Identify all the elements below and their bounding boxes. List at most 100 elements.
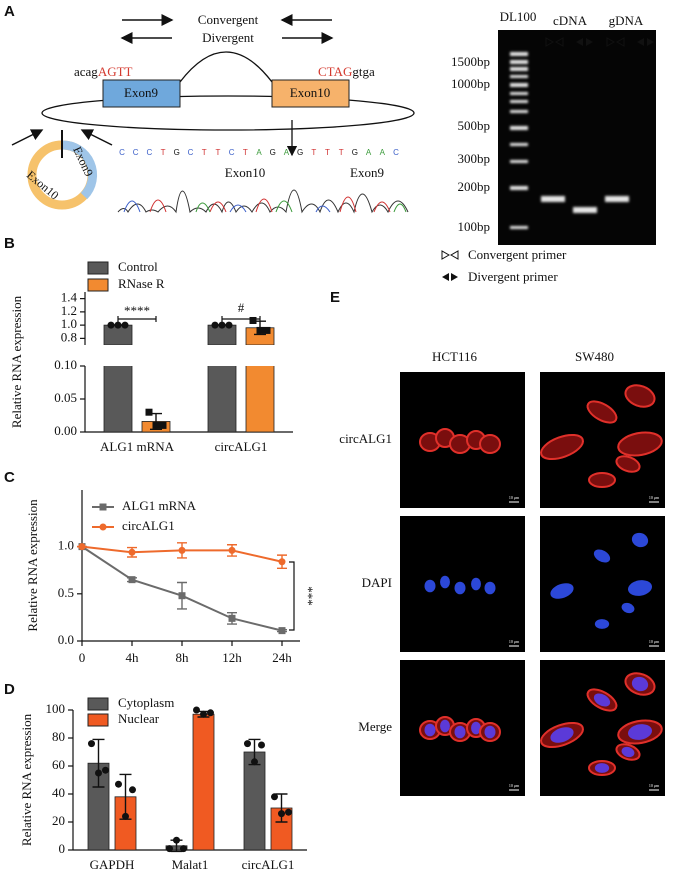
data-point: [107, 321, 115, 329]
nucleus: [440, 719, 450, 733]
imaging-panel: HCT116 10 μm circALG1 10 μm DAPI 10 μm Merge SW…: [339, 349, 665, 796]
row-label: circALG1: [339, 431, 392, 446]
gel-label: cDNA: [553, 13, 588, 28]
base-letter: A: [284, 148, 290, 157]
data-point: [95, 769, 102, 777]
base-letter: G: [270, 148, 276, 157]
data-point: [249, 316, 257, 324]
trace-label: Exon10: [225, 165, 265, 180]
bar: [243, 751, 266, 850]
y-tick-label: 0.10: [54, 357, 77, 372]
data-point: [114, 321, 122, 329]
gel-label: DL100: [500, 9, 537, 24]
data-point: [228, 614, 236, 622]
data-point: [122, 812, 129, 820]
data-point: [178, 592, 186, 600]
base-letter: T: [202, 148, 207, 157]
base-letter: T: [339, 148, 344, 157]
base-letter: C: [133, 148, 139, 157]
nucleus: [484, 725, 496, 739]
data-point: [251, 758, 258, 766]
legend-label: Nuclear: [118, 711, 160, 726]
data-point: [99, 523, 107, 531]
data-point: [228, 546, 236, 554]
base-letter: C: [393, 148, 399, 157]
primer-label: Divergent: [202, 30, 254, 45]
y-tick-label: 0: [59, 841, 66, 856]
cell: [615, 455, 641, 473]
data-point: [278, 558, 286, 566]
x-tick-label: circALG1: [242, 857, 295, 871]
column-title: SW480: [575, 349, 614, 364]
base-letter: A: [366, 148, 372, 157]
bar: [192, 713, 215, 850]
nucleus: [621, 746, 635, 758]
row-label: Merge: [358, 719, 392, 734]
primer-label: Convergent: [198, 12, 259, 27]
legend-label: ALG1 mRNA: [122, 498, 197, 513]
nucleus: [454, 581, 466, 595]
data-point: [121, 321, 129, 329]
base-letter: G: [352, 148, 358, 157]
x-tick-label: 12h: [222, 650, 242, 665]
base-letter: G: [297, 148, 303, 157]
nucleus: [424, 579, 436, 593]
data-point: [88, 740, 95, 748]
nucleus: [471, 577, 481, 591]
cell: [617, 431, 663, 457]
nucleus: [454, 725, 466, 739]
data-point: [200, 710, 207, 718]
legend-swatch: [87, 278, 109, 292]
scale-label: 10 μm: [649, 495, 660, 500]
legend-swatch: [87, 697, 109, 711]
y-tick-label: 80: [52, 729, 65, 744]
nucleus: [484, 581, 496, 595]
legend-label: RNase R: [118, 276, 165, 291]
y-tick-label: 0.00: [54, 423, 77, 438]
base-letter: T: [243, 148, 248, 157]
legend-swatch: [87, 713, 109, 727]
y-tick-label: 0.05: [54, 390, 77, 405]
y-tick-label: 100: [46, 701, 66, 716]
nucleus: [631, 676, 649, 692]
data-point: [193, 706, 200, 714]
base-letter: T: [311, 148, 316, 157]
row-label: DAPI: [362, 575, 392, 590]
data-point: [271, 793, 278, 801]
base-letter: C: [119, 148, 125, 157]
trace-label: Exon9: [350, 165, 384, 180]
y-tick-label: 1.4: [61, 290, 78, 305]
y-tick-label: 40: [52, 785, 65, 800]
base-letter: T: [161, 148, 166, 157]
base-letter: G: [174, 148, 180, 157]
data-point: [159, 421, 167, 429]
base-letter: T: [215, 148, 220, 157]
nucleus: [594, 763, 610, 773]
y-axis-label: Relative RNA expression: [9, 295, 24, 428]
panel-label: B: [4, 235, 15, 252]
panel-label: D: [4, 681, 15, 698]
y-tick-label: 1.2: [61, 303, 77, 318]
base-letter: C: [188, 148, 194, 157]
error-bar: [92, 738, 105, 788]
y-axis-label: Relative RNA expression: [19, 713, 34, 846]
gel-label: gDNA: [609, 13, 644, 28]
nucleus: [593, 693, 611, 707]
nucleus: [471, 721, 481, 735]
y-tick-label: 0.8: [61, 329, 77, 344]
gel-legend: Convergent primer: [468, 247, 567, 262]
x-tick-label: 24h: [272, 650, 292, 665]
data-point: [256, 326, 264, 334]
scale-label: 10 μm: [509, 783, 520, 788]
data-point: [99, 503, 107, 511]
base-letter: T: [325, 148, 330, 157]
panel-label: C: [4, 469, 15, 486]
marker-label: 1000bp: [451, 76, 490, 91]
exon-label: Exon10: [290, 85, 330, 100]
scale-label: 10 μm: [649, 639, 660, 644]
data-point: [225, 321, 233, 329]
cell: [586, 400, 618, 424]
data-point: [278, 810, 285, 818]
data-point: [258, 741, 265, 749]
